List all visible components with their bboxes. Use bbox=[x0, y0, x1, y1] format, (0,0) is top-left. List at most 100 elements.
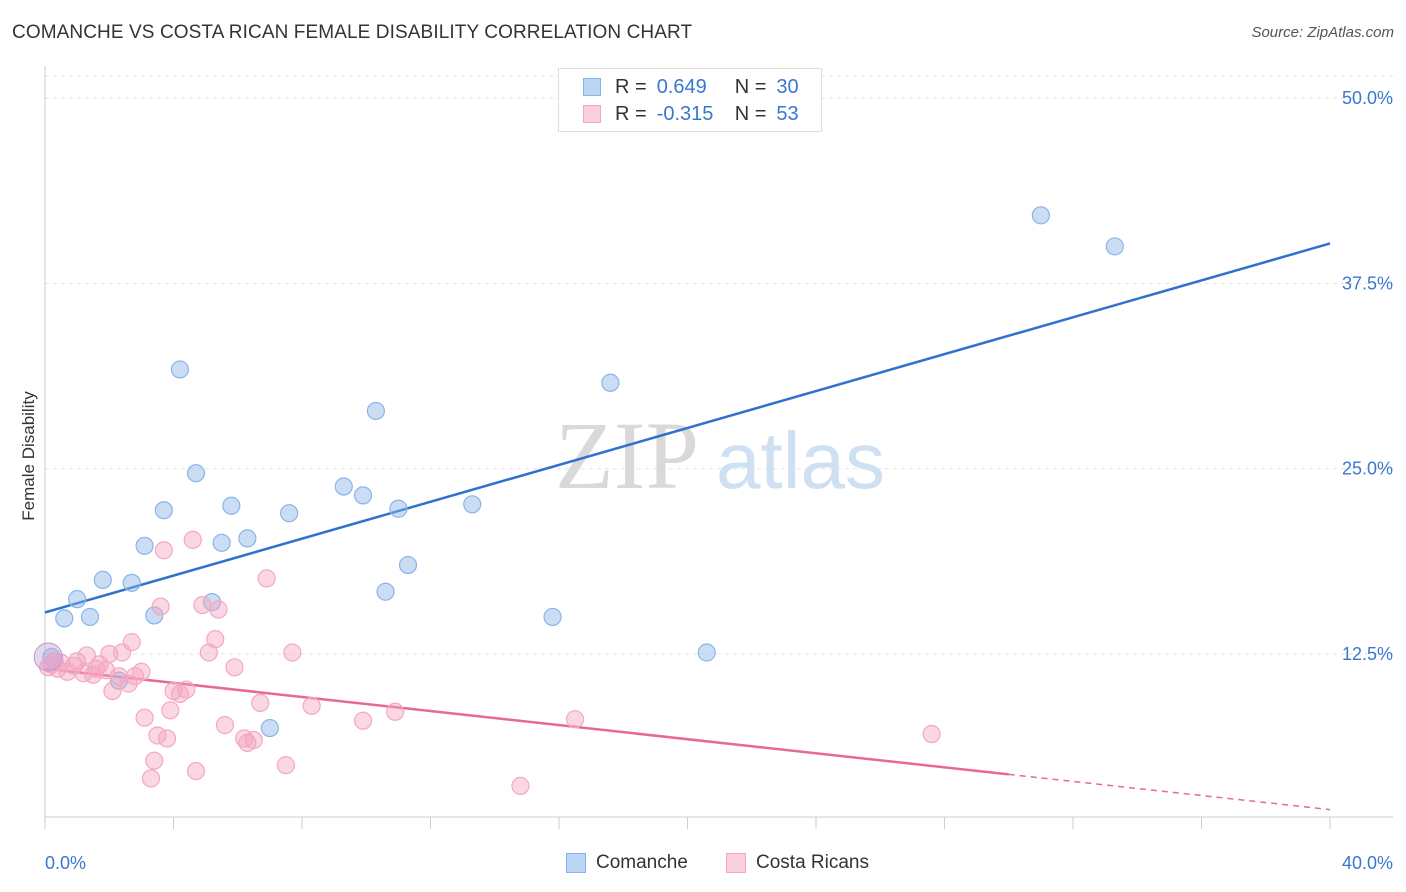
point-comanche bbox=[601, 373, 620, 392]
bottom-legend-label-costa-ricans: Costa Ricans bbox=[756, 852, 869, 873]
bottom-legend-swatch-costa-ricans bbox=[726, 853, 746, 873]
point-costa-ricans bbox=[215, 716, 234, 735]
legend-n-label: N = bbox=[734, 75, 767, 98]
point-comanche bbox=[55, 609, 74, 628]
x-tick-label-max: 40.0% bbox=[1342, 853, 1393, 873]
axes bbox=[44, 66, 1393, 829]
point-costa-ricans bbox=[151, 597, 170, 616]
chart-title: COMANCHE VS COSTA RICAN FEMALE DISABILIT… bbox=[12, 22, 693, 43]
point-costa-ricans bbox=[186, 761, 206, 781]
point-costa-ricans bbox=[209, 600, 228, 619]
point-costa-ricans bbox=[68, 652, 87, 671]
trend-line-0 bbox=[44, 242, 1331, 614]
point-comanche bbox=[389, 499, 408, 518]
point-comanche bbox=[122, 573, 141, 592]
point-costa-ricans bbox=[353, 711, 373, 730]
legend-n-value: 53 bbox=[776, 102, 799, 125]
y-tick-label: 50.0% bbox=[1342, 88, 1393, 108]
legend-row-comanche: R = 0.649 N = 30 bbox=[583, 75, 799, 99]
point-costa-ricans bbox=[145, 751, 164, 770]
legend-swatch-costa-ricans bbox=[583, 105, 601, 123]
legend-swatch-comanche bbox=[583, 78, 601, 96]
point-comanche bbox=[212, 533, 231, 552]
point-costa-ricans bbox=[511, 776, 530, 795]
point-comanche bbox=[68, 590, 87, 609]
point-costa-ricans bbox=[922, 724, 941, 744]
bottom-legend-costa-ricans: Costa Ricans bbox=[726, 852, 869, 874]
point-costa-ricans bbox=[141, 769, 161, 788]
y-tick-label: 12.5% bbox=[1342, 644, 1393, 664]
point-comanche bbox=[145, 606, 164, 625]
point-costa-ricans bbox=[193, 595, 212, 615]
point-comanche bbox=[186, 464, 206, 483]
watermark-atlas: atlas bbox=[716, 416, 885, 505]
legend-r-label: R = bbox=[615, 75, 647, 98]
grid-lines bbox=[45, 75, 1393, 655]
point-comanche bbox=[154, 501, 173, 520]
tick-labels: 12.5% 25.0% 37.5% 50.0% 0.0% 40.0% bbox=[45, 88, 1393, 873]
point-costa-ricans bbox=[244, 730, 263, 750]
legend-box: R = 0.649 N = 30 R = -0.315 N = 53 bbox=[558, 68, 822, 132]
point-comanche bbox=[463, 495, 482, 514]
legend-r-value: -0.315 bbox=[656, 102, 714, 125]
point-costa-ricans bbox=[161, 701, 180, 720]
legend-r-value: 0.649 bbox=[656, 75, 707, 98]
point-comanche bbox=[222, 496, 241, 515]
point-costa-ricans bbox=[283, 643, 302, 662]
point-costa-ricans bbox=[77, 646, 96, 665]
point-comanche bbox=[280, 504, 299, 523]
point-costa-ricans bbox=[386, 702, 405, 721]
bottom-legend-comanche: Comanche bbox=[566, 852, 688, 874]
legend-n-value: 30 bbox=[776, 75, 799, 98]
point-comanche bbox=[334, 477, 353, 496]
point-costa-ricans bbox=[183, 530, 202, 549]
legend-r-label: R = bbox=[615, 102, 647, 125]
y-axis-label: Female Disability bbox=[19, 391, 38, 521]
point-comanche bbox=[697, 643, 716, 662]
bottom-legend-swatch-comanche bbox=[566, 853, 586, 873]
legend-n-label: N = bbox=[734, 102, 767, 125]
point-comanche bbox=[93, 570, 112, 589]
point-costa-ricans bbox=[225, 658, 244, 677]
y-tick-label: 37.5% bbox=[1342, 273, 1393, 293]
point-costa-ricans bbox=[257, 569, 276, 588]
point-costa-ricans bbox=[276, 756, 296, 775]
watermark-zip: ZIP bbox=[555, 402, 699, 509]
point-comanche bbox=[80, 607, 100, 627]
y-tick-label: 25.0% bbox=[1342, 459, 1393, 479]
bottom-legend-label-comanche: Comanche bbox=[596, 852, 688, 873]
point-costa-ricans bbox=[109, 667, 128, 686]
point-costa-ricans bbox=[565, 710, 585, 729]
point-costa-ricans bbox=[119, 674, 138, 693]
source-label: Source: ZipAtlas.com bbox=[1251, 24, 1394, 41]
point-costa-ricans bbox=[251, 693, 270, 712]
point-costa-ricans bbox=[132, 662, 151, 681]
point-comanche bbox=[366, 401, 385, 421]
point-comanche bbox=[353, 486, 373, 505]
point-costa-ricans bbox=[206, 630, 225, 649]
point-costa-ricans bbox=[154, 541, 173, 560]
point-costa-ricans bbox=[177, 680, 196, 699]
point-comanche bbox=[1031, 206, 1050, 225]
point-costa-ricans bbox=[122, 633, 141, 652]
point-comanche bbox=[376, 582, 395, 601]
watermark: ZIP atlas bbox=[555, 402, 885, 509]
point-comanche bbox=[238, 529, 257, 548]
point-comanche bbox=[543, 607, 562, 627]
trend-line-1 bbox=[44, 667, 1009, 776]
point-comanche bbox=[170, 360, 190, 379]
point-cluster bbox=[33, 642, 63, 672]
point-costa-ricans bbox=[157, 729, 177, 748]
legend-row-costa-ricans: R = -0.315 N = 53 bbox=[583, 102, 799, 126]
point-comanche bbox=[135, 536, 154, 555]
data-points bbox=[33, 206, 1124, 795]
x-tick-label-min: 0.0% bbox=[45, 853, 86, 873]
point-costa-ricans bbox=[135, 708, 154, 727]
trend-line-dashed-1 bbox=[1008, 773, 1331, 811]
point-costa-ricans bbox=[302, 696, 321, 715]
point-comanche bbox=[398, 555, 418, 575]
point-comanche bbox=[1105, 237, 1124, 256]
point-comanche bbox=[260, 718, 279, 738]
trend-lines bbox=[44, 242, 1331, 811]
